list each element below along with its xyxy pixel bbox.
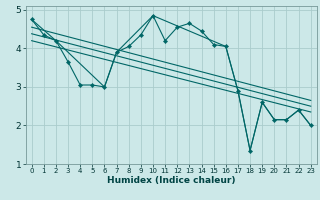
X-axis label: Humidex (Indice chaleur): Humidex (Indice chaleur) bbox=[107, 176, 236, 185]
